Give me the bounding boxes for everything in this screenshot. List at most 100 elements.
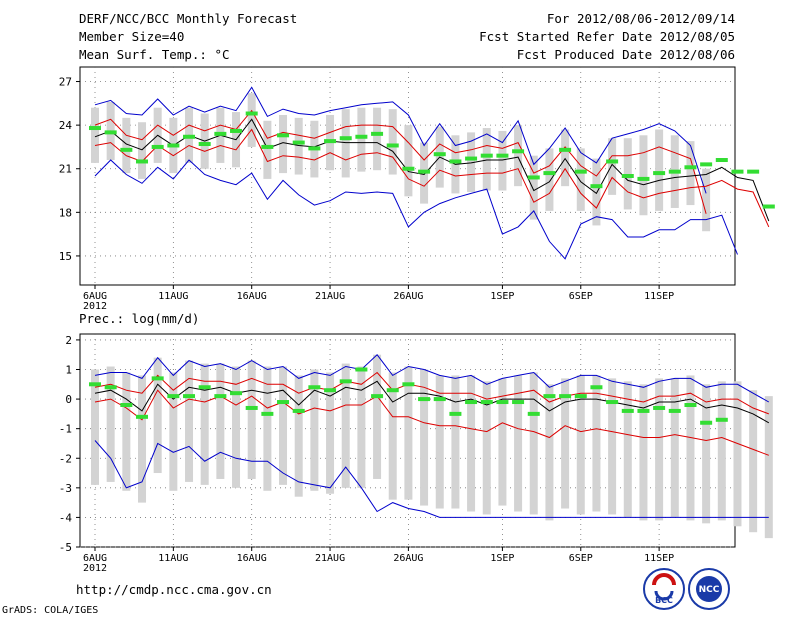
temp-spread-box	[639, 135, 648, 216]
temp-median-mark	[151, 144, 164, 149]
prec-spread-box	[529, 372, 538, 515]
temp-median-mark	[230, 128, 243, 133]
prec-spread-box	[576, 375, 585, 515]
prec-spread-box	[294, 375, 303, 497]
temp-median-mark	[621, 174, 634, 178]
prec-spread-box	[91, 369, 99, 485]
temp-median-mark	[637, 176, 650, 181]
prec-spread-box	[623, 381, 632, 518]
temp-spread-box	[357, 107, 366, 172]
prec-x-tick-label: 1SEP	[490, 553, 514, 564]
temp-median-mark	[89, 126, 101, 131]
prec-spread-box	[310, 369, 319, 491]
prec-spread-box	[388, 372, 397, 500]
temp-spread-box	[122, 117, 131, 174]
temp-x-tick-label: 6AUG	[83, 291, 107, 302]
temp-x-tick-label: 11SEP	[644, 291, 674, 302]
prec-median-mark	[559, 394, 572, 399]
prec-spread-box	[138, 375, 147, 503]
prec-median-mark	[167, 394, 180, 399]
prec-spread-box	[561, 378, 570, 509]
temp-spread-box	[576, 148, 585, 211]
prec-spread-box	[263, 366, 272, 491]
temp-spread-box	[91, 107, 99, 163]
logos: BCC NCC	[643, 568, 730, 610]
prec-spread-box	[435, 375, 444, 509]
prec-spread-box	[749, 390, 758, 533]
prec-max-line	[94, 353, 770, 403]
source-url[interactable]: http://cmdp.ncc.cma.gov.cn	[76, 582, 272, 597]
prec-median-mark	[151, 376, 164, 381]
prec-median-mark	[684, 403, 697, 407]
temp-median-mark	[261, 144, 274, 149]
prec-spread-box	[545, 384, 554, 521]
bcc-logo: BCC	[643, 568, 685, 610]
temp-spread-box	[388, 109, 397, 175]
temp-median-mark	[606, 159, 619, 164]
temp-median-mark	[355, 134, 368, 139]
prec-median-mark	[386, 388, 399, 393]
prec-median-mark	[324, 388, 337, 393]
prec-median-mark	[214, 394, 227, 399]
prec-median-mark	[136, 414, 149, 419]
prec-spread-box	[106, 366, 115, 482]
forecast-period: For 2012/08/06-2012/09/14	[546, 11, 735, 26]
prec-median-mark	[292, 408, 305, 413]
temp-spread-box	[404, 125, 413, 197]
temp-median-mark	[402, 166, 415, 171]
prec-y-tick-label: -2	[59, 452, 72, 465]
prec-y-tick-label: 2	[65, 334, 72, 347]
prec-median-mark	[496, 400, 509, 405]
temp-x-tick-label: 16AUG	[237, 291, 267, 302]
prec-spread-box	[247, 360, 256, 479]
prec-spread-box	[341, 363, 350, 488]
temp-spread-box	[686, 141, 695, 206]
prec-spread-box	[702, 384, 711, 524]
prec-x-tick-label: 21AUG	[315, 553, 345, 564]
prec-median-mark	[89, 382, 101, 387]
temp-max-line	[94, 86, 707, 194]
prec-spread-box	[764, 396, 773, 539]
temp-median-mark	[496, 153, 509, 158]
temp-spread-box	[545, 148, 554, 211]
prec-median-mark	[668, 408, 681, 413]
prec-median-mark	[433, 397, 446, 402]
member-size: Member Size=40	[79, 29, 185, 44]
prec-spread-box	[279, 366, 288, 485]
prec-y-tick-label: -3	[59, 482, 72, 495]
prec-y-tick-label: -1	[59, 423, 72, 436]
forecast-started-date: Fcst Started Refer Date 2012/08/05	[479, 29, 735, 44]
prec-spread-box	[232, 366, 241, 488]
temp-spread-box	[482, 128, 491, 191]
prec-median-mark	[277, 400, 290, 405]
bcc-logo-text: BCC	[655, 596, 673, 605]
prec-median-mark	[465, 400, 478, 405]
prec-x-tick-label: 26AUG	[393, 553, 423, 564]
prec-spread-box	[655, 378, 664, 521]
temp-median-mark	[574, 169, 587, 174]
temp-median-mark	[747, 169, 760, 174]
temp-spread-box	[514, 125, 523, 187]
prec-upper-line	[94, 371, 769, 415]
temp-median-mark	[183, 134, 196, 139]
prec-median-mark	[120, 403, 133, 407]
temp-median-mark	[339, 136, 352, 141]
temp-x-tick-label: 11AUG	[158, 291, 188, 302]
prec-median-mark	[543, 394, 556, 399]
temp-y-tick-label: 24	[59, 119, 73, 132]
temp-median-mark	[120, 147, 133, 152]
temp-spread-box	[498, 130, 507, 191]
prec-spread-box	[153, 357, 162, 474]
temp-median-mark	[214, 131, 227, 136]
prec-median-mark	[480, 400, 493, 405]
prec-spread-box	[122, 372, 131, 491]
temp-median-mark	[731, 169, 744, 174]
temp-spread-box	[623, 138, 632, 210]
temp-y-tick-label: 15	[59, 250, 72, 263]
prec-median-mark	[198, 385, 211, 390]
prec-x-tick-label: 6AUG	[83, 553, 107, 564]
temp-spread-box	[467, 132, 476, 192]
prec-x-tick-label: 6SEP	[569, 553, 593, 564]
prec-median-mark	[527, 411, 540, 416]
temp-x-tick-label: 1SEP	[490, 291, 514, 302]
